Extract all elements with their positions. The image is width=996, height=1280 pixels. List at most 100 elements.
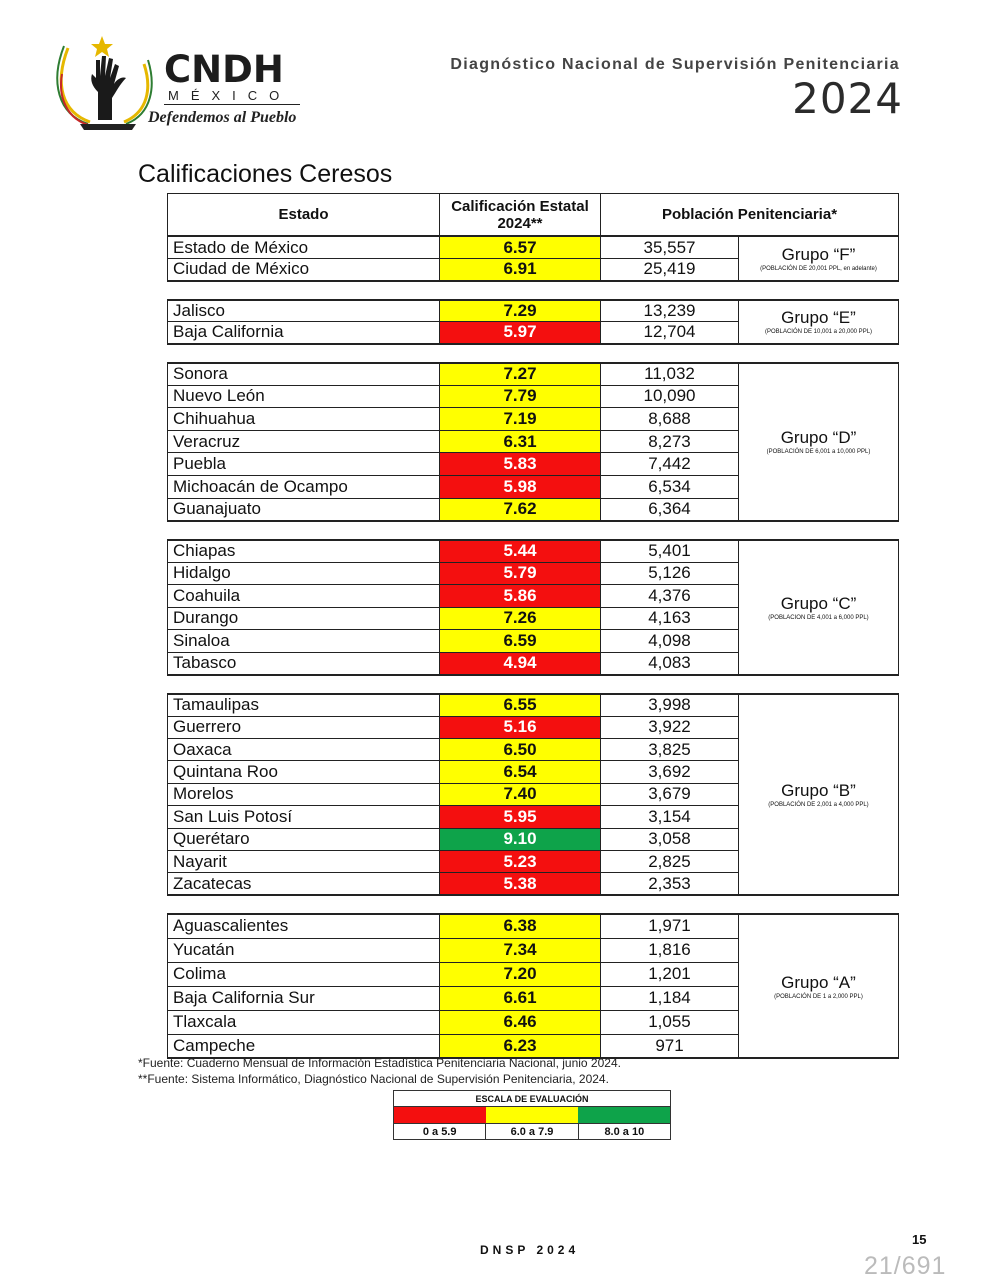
group-label: Grupo “B”: [781, 780, 856, 800]
group-label-cell: Grupo “C” (POBLACION DE 4,001 a 6,000 PPL…: [738, 539, 899, 676]
state-population: 7,442: [600, 452, 739, 476]
state-population: 1,184: [600, 985, 739, 1011]
state-score: 6.31: [439, 429, 601, 454]
table-row: Guanajuato 7.62 6,364: [167, 497, 899, 522]
state-name: Chihuahua: [167, 407, 440, 431]
state-name: Baja California: [167, 321, 440, 344]
state-score: 5.23: [439, 849, 601, 874]
ratings-table: Estado Calificación Estatal 2024** Pobla…: [167, 193, 899, 1060]
state-score: 9.10: [439, 827, 601, 851]
table-row: Chiapas 5.44 5,401 Grupo “C” (POBLACION DE 4…: [167, 539, 899, 676]
state-score: 5.79: [439, 561, 601, 586]
state-score: 6.57: [439, 236, 601, 259]
state-name: Morelos: [167, 782, 440, 807]
state-score: 6.50: [439, 737, 601, 762]
state-population: 6,534: [600, 474, 739, 499]
header-score-line2: 2024**: [497, 214, 543, 232]
state-population: 25,419: [600, 258, 739, 281]
evaluation-scale: ESCALA DE EVALUACIÓN 0 a 5.9 6.0 a 7.9 8…: [393, 1090, 671, 1140]
scale-label-low: 0 a 5.9: [394, 1123, 486, 1139]
scale-title: ESCALA DE EVALUACIÓN: [394, 1091, 670, 1107]
table-row: Tlaxcala 6.46 1,055: [167, 1009, 899, 1035]
table-row: Yucatán 7.34 1,816: [167, 937, 899, 963]
table-row: Tamaulipas 6.55 3,998 Grupo “B” (POBLACIÓN D…: [167, 693, 899, 896]
state-score: 5.83: [439, 452, 601, 476]
state-population: 1,201: [600, 961, 739, 987]
header-population: Población Penitenciaria*: [600, 193, 899, 236]
scale-label-high: 8.0 a 10: [577, 1123, 670, 1139]
table-row: Baja California 5.97 12,704: [167, 321, 899, 344]
state-population: 3,998: [600, 693, 739, 717]
org-country: MÉXICO: [168, 88, 292, 103]
table-row: Querétaro 9.10 3,058: [167, 827, 899, 851]
state-score: 5.98: [439, 474, 601, 499]
state-population: 3,154: [600, 805, 739, 829]
state-score: 6.91: [439, 258, 601, 281]
cndh-logo: CNDH MÉXICO Defendemos al Pueblo: [52, 34, 312, 134]
footnotes: *Fuente: Cuaderno Mensual de Información…: [138, 1055, 621, 1087]
table-row: Nuevo León 7.79 10,090: [167, 384, 899, 409]
footer-code: DNSP 2024: [480, 1243, 580, 1257]
state-name: Tlaxcala: [167, 1009, 440, 1035]
table-row: Colima 7.20 1,201: [167, 961, 899, 987]
state-population: 8,688: [600, 407, 739, 431]
group-label-cell: Grupo “F” (POBLACIÓN DE 20,001 PPL, en ad…: [738, 236, 899, 281]
state-score: 7.20: [439, 961, 601, 987]
table-header: Estado Calificación Estatal 2024** Pobla…: [167, 193, 899, 236]
table-row: Durango 7.26 4,163: [167, 606, 899, 631]
state-score: 7.62: [439, 497, 601, 522]
state-population: 35,557: [600, 236, 739, 259]
state-population: 971: [600, 1033, 739, 1059]
group-range: (POBLACIÓN DE 10,001 a 20,000 PPL): [764, 329, 873, 335]
raised-hand-icon: [91, 56, 126, 120]
group-label: Grupo “E”: [781, 308, 856, 327]
table-row: Ciudad de México 6.91 25,419: [167, 258, 899, 281]
state-score: 6.46: [439, 1009, 601, 1035]
state-name: Ciudad de México: [167, 258, 440, 281]
state-score: 6.23: [439, 1033, 601, 1059]
table-row: Sinaloa 6.59 4,098: [167, 629, 899, 653]
state-name: Oaxaca: [167, 737, 440, 762]
table-row: Chihuahua 7.19 8,688: [167, 407, 899, 431]
state-score: 6.55: [439, 693, 601, 717]
state-score: 7.19: [439, 407, 601, 431]
header-score-line1: Calificación Estatal: [451, 197, 589, 215]
state-score: 7.40: [439, 782, 601, 807]
state-score: 7.29: [439, 299, 601, 322]
state-population: 3,692: [600, 760, 739, 784]
table-row: Aguascalientes 6.38 1,971 Grupo “A” (POBLACI…: [167, 913, 899, 1059]
state-name: Aguascalientes: [167, 913, 440, 939]
group-range: (POBLACION DE 4,001 a 6,000 PPL): [768, 614, 869, 621]
state-score: 5.38: [439, 872, 601, 896]
state-population: 6,364: [600, 497, 739, 522]
state-name: Jalisco: [167, 299, 440, 322]
state-score: 5.95: [439, 805, 601, 829]
state-score: 4.94: [439, 651, 601, 676]
table-row: Campeche 6.23 971: [167, 1033, 899, 1059]
state-population: 8,273: [600, 429, 739, 454]
scale-label-mid: 6.0 a 7.9: [485, 1123, 578, 1139]
state-name: Nayarit: [167, 849, 440, 874]
state-score: 7.26: [439, 606, 601, 631]
group-label: Grupo “A”: [781, 972, 856, 992]
footnote-population-source: *Fuente: Cuaderno Mensual de Información…: [138, 1056, 621, 1070]
group-table: Estado de México 6.57 35,557 Grupo “F” (POBL…: [167, 236, 899, 282]
state-score: 5.44: [439, 539, 601, 563]
header-score: Calificación Estatal 2024**: [439, 193, 601, 236]
state-name: Baja California Sur: [167, 985, 440, 1011]
group-table: Sonora 7.27 11,032 Grupo “D” (POBLACIÓN DE 6…: [167, 361, 899, 522]
table-row: Coahuila 5.86 4,376: [167, 584, 899, 608]
report-title: Diagnóstico Nacional de Supervisión Peni…: [450, 56, 900, 73]
scale-colors: [394, 1107, 670, 1123]
state-name: Puebla: [167, 452, 440, 476]
group-table: Chiapas 5.44 5,401 Grupo “C” (POBLACION DE 4…: [167, 538, 899, 676]
group-label-cell: Grupo “A” (POBLACIÓN DE 1 a 2,000 PPL): [738, 913, 899, 1059]
table-row: Estado de México 6.57 35,557 Grupo “F” (POBL…: [167, 236, 899, 281]
state-score: 6.38: [439, 913, 601, 939]
state-name: Chiapas: [167, 539, 440, 563]
scale-swatch-yellow: [486, 1107, 578, 1123]
group-table: Jalisco 7.29 13,239 Grupo “E” (POBLACIÓN DE …: [167, 298, 899, 345]
state-name: Sinaloa: [167, 629, 440, 653]
logo-divider: [164, 104, 300, 105]
footnote-score-source: **Fuente: Sistema Informático, Diagnósti…: [138, 1072, 609, 1086]
